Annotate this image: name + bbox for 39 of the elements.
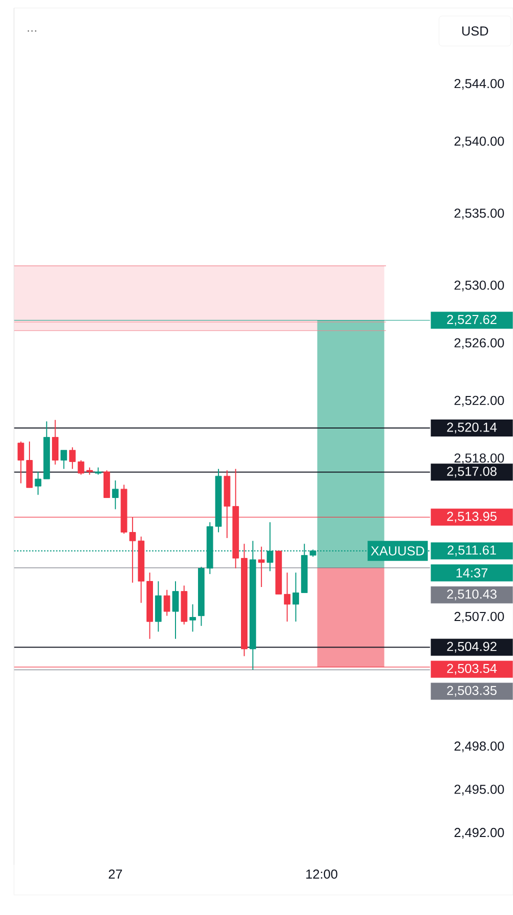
candlestick: [258, 546, 265, 588]
annotation: ...: [28, 30, 36, 32]
y-tick-label: 2,495.00: [454, 784, 504, 796]
ref-line-label: 2,503.54: [447, 664, 497, 675]
candlestick: [164, 589, 170, 616]
ref-line-label: 2,517.08: [447, 466, 497, 478]
y-tick-label: 2,544.00: [454, 78, 504, 90]
y-tick-label: 2,530.00: [454, 280, 504, 292]
candlestick: [18, 441, 24, 484]
ref-line-label: 2,504.92: [447, 642, 496, 653]
candlestick: [292, 572, 300, 622]
y-tick-label: 2,522.00: [454, 396, 504, 407]
y-tick-label: 2,535.00: [454, 208, 504, 220]
candlestick: [34, 471, 42, 496]
text: USD: [462, 26, 488, 36]
y-tick-label: 2,498.00: [454, 742, 504, 752]
candlestick: [52, 419, 58, 466]
text: 14:37: [456, 568, 488, 578]
x-tick-label: 12:00: [306, 870, 338, 879]
y-tick-label: 2,518.00: [454, 453, 504, 464]
candlestick: [78, 460, 84, 476]
y-tick-label: 2,492.00: [454, 828, 504, 839]
candlestick: [69, 446, 76, 470]
x-tick-label: 27: [108, 870, 122, 879]
ref-line-label: 2,527.62: [447, 314, 496, 326]
y-tick-label: 2,507.00: [454, 612, 504, 623]
ref-line-label: 2,520.14: [447, 422, 497, 434]
candlestick: [112, 480, 119, 510]
ref-line-label: 2,513.95: [447, 512, 497, 523]
candlestick: [172, 580, 179, 640]
candlestick: [189, 604, 196, 632]
ref-line-label: 2,503.35: [447, 686, 497, 697]
y-tick-label: 2,526.00: [454, 338, 504, 349]
ref-line-label: 2,511.61: [448, 545, 496, 556]
ref-line-label: 2,510.43: [447, 589, 497, 600]
y-tick-label: 2,540.00: [454, 136, 504, 148]
candlestick: [60, 450, 68, 470]
candlestick: [284, 572, 290, 622]
annotation: XAUUSD: [370, 546, 424, 556]
